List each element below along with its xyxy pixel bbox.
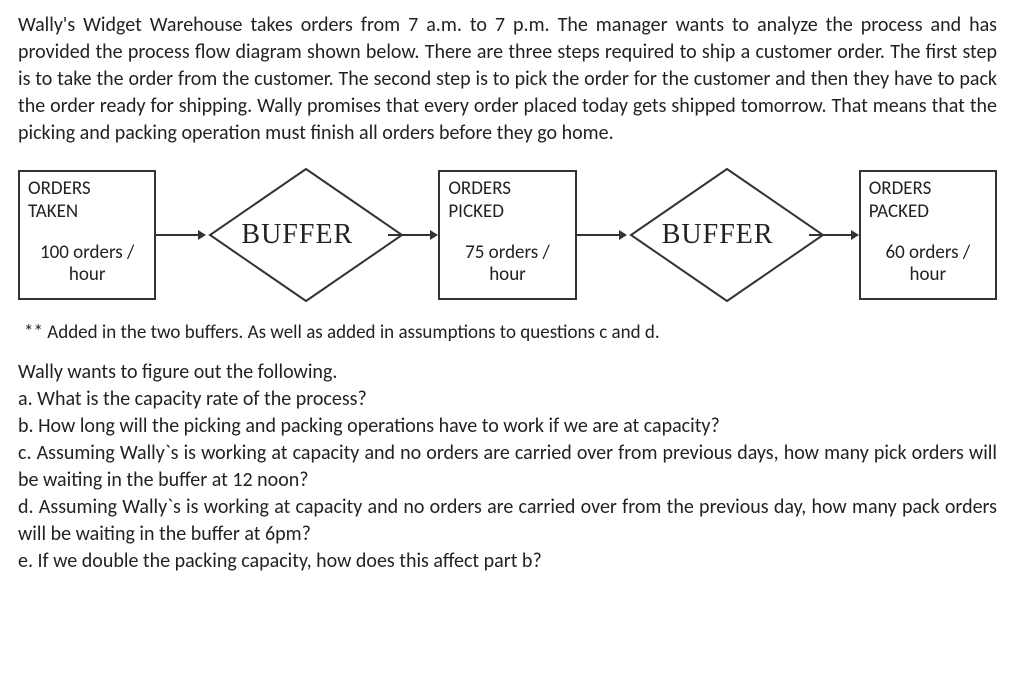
question-d: d. Assuming Wally`s is working at capaci… [18,494,997,548]
buffer-label: BUFFER [241,219,353,251]
buffer-2: BUFFER [627,165,809,305]
box-title: ORDERS TAKEN [28,178,146,224]
process-box-packed: ORDERS PACKED 60 orders / hour [859,170,997,300]
problem-paragraph: Wally's Widget Warehouse takes orders fr… [18,12,997,147]
questions-intro: Wally wants to figure out the following. [18,360,997,384]
box-rate: 100 orders / hour [28,242,146,288]
box-title: ORDERS PICKED [448,178,566,224]
question-e: e. If we double the packing capacity, ho… [18,548,997,575]
box-title: ORDERS PACKED [869,178,987,224]
buffer-label: BUFFER [662,219,774,251]
question-b: b. How long will the picking and packing… [18,413,997,440]
arrow-3 [577,225,627,245]
buffer-1: BUFFER [206,165,388,305]
process-flow-diagram: ORDERS TAKEN 100 orders / hour BUFFER OR… [18,165,997,305]
process-box-taken: ORDERS TAKEN 100 orders / hour [18,170,156,300]
process-box-picked: ORDERS PICKED 75 orders / hour [438,170,576,300]
question-c: c. Assuming Wally`s is working at capaci… [18,440,997,494]
box-rate: 60 orders / hour [869,242,987,288]
arrow-1 [156,225,206,245]
diagram-footnote: ** Added in the two buffers. As well as … [24,321,997,344]
question-a: a. What is the capacity rate of the proc… [18,386,997,413]
box-rate: 75 orders / hour [448,242,566,288]
